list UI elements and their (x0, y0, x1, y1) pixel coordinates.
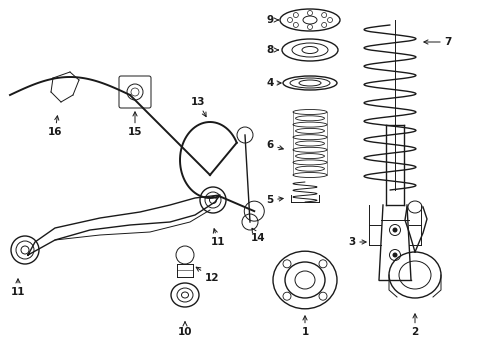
Text: 10: 10 (178, 322, 192, 337)
Circle shape (392, 252, 397, 257)
Text: 13: 13 (191, 97, 206, 117)
Text: 15: 15 (128, 112, 142, 137)
Text: 8: 8 (267, 45, 278, 55)
Text: 11: 11 (11, 279, 25, 297)
Text: 5: 5 (267, 195, 283, 205)
FancyBboxPatch shape (119, 76, 151, 108)
Text: 14: 14 (251, 228, 265, 243)
Text: 7: 7 (424, 37, 452, 47)
Text: 2: 2 (412, 314, 418, 337)
Text: 4: 4 (266, 78, 281, 88)
Circle shape (392, 228, 397, 233)
Text: 6: 6 (267, 140, 283, 150)
Text: 9: 9 (267, 15, 278, 25)
Text: 3: 3 (348, 237, 366, 247)
Text: 1: 1 (301, 316, 309, 337)
Text: 12: 12 (196, 267, 219, 283)
Text: 11: 11 (211, 229, 225, 247)
Text: 16: 16 (48, 116, 62, 137)
